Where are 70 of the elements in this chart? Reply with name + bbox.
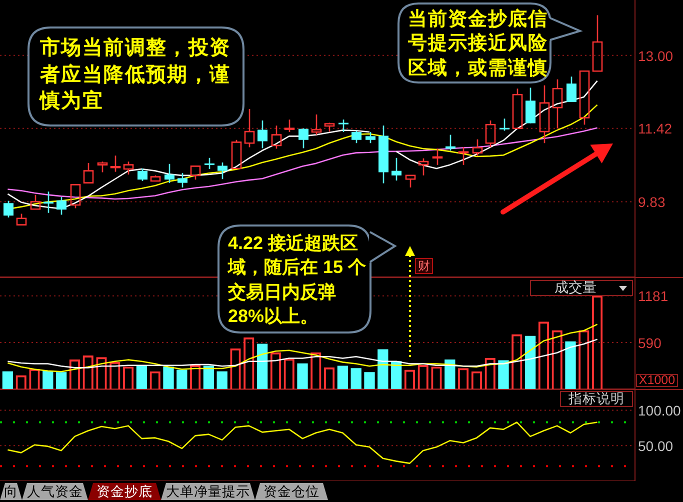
candlestick xyxy=(218,162,228,180)
bar xyxy=(216,371,228,389)
candlestick xyxy=(271,124,282,150)
bar xyxy=(136,366,148,389)
candlestick xyxy=(592,14,603,72)
y-tick-label: 9.83 xyxy=(638,194,666,210)
candlestick xyxy=(500,118,510,132)
candlestick xyxy=(472,138,483,156)
y-tick-label: 13.00 xyxy=(638,48,674,64)
bar xyxy=(350,368,362,389)
candlestick xyxy=(138,168,148,182)
candlestick xyxy=(338,118,348,133)
candlestick xyxy=(56,196,66,216)
bar xyxy=(163,366,174,389)
candlestick xyxy=(110,154,121,172)
candlestick xyxy=(526,87,536,124)
annotation: 指标说明 xyxy=(568,391,624,406)
candlestick xyxy=(311,114,322,136)
tab[interactable]: 大单净量提示 xyxy=(161,483,255,500)
candlestick xyxy=(44,190,54,214)
y-tick-label: 11.42 xyxy=(638,120,672,137)
candlestick xyxy=(4,200,14,218)
bar xyxy=(203,366,214,389)
candlestick xyxy=(432,148,443,166)
candlestick xyxy=(552,78,563,129)
candlestick xyxy=(566,76,576,103)
bar xyxy=(2,371,14,389)
candlestick xyxy=(352,130,362,144)
annotation: 财 xyxy=(415,258,433,274)
annotation: 4.22 接近超跌区域，随后在 15 个交易日内反弹28%以上。 xyxy=(228,232,368,328)
bar xyxy=(524,336,536,389)
y-tick-label: 100.00 xyxy=(638,402,682,419)
candlestick xyxy=(392,157,402,182)
candlestick xyxy=(258,120,268,149)
button[interactable]: 指标说明 xyxy=(560,391,633,407)
annotation: 市场当前调整，投资者应当降低预期，谨慎为宜 xyxy=(40,36,232,114)
bar xyxy=(498,360,509,389)
bar xyxy=(42,370,54,389)
bar xyxy=(337,366,348,389)
bar xyxy=(444,359,456,389)
candlestick xyxy=(284,118,295,133)
tab[interactable]: 人气资金 xyxy=(22,483,88,500)
bar xyxy=(176,370,188,389)
candlestick xyxy=(298,128,308,149)
candlestick xyxy=(366,131,376,144)
chart-title: 成交量 xyxy=(554,279,596,297)
candlestick xyxy=(539,84,550,144)
y-axis-title: X1000 xyxy=(638,373,676,388)
y-tick-label: 1181 xyxy=(638,288,668,304)
tab[interactable]: 资金仓位 xyxy=(255,483,328,500)
label-box: X1000 xyxy=(636,374,678,387)
tab[interactable]: 向 xyxy=(0,483,22,500)
bar xyxy=(297,363,308,389)
bar xyxy=(390,361,402,389)
bar xyxy=(364,372,375,389)
candlestick xyxy=(458,146,469,166)
dropdown[interactable]: 成交量 xyxy=(530,280,633,296)
tab[interactable]: 资金抄底 xyxy=(88,483,161,500)
bar xyxy=(56,372,67,389)
bar xyxy=(256,344,268,389)
candlestick xyxy=(164,163,174,184)
candlestick xyxy=(178,172,188,188)
y-tick-label: 50.00 xyxy=(638,438,674,454)
candlestick xyxy=(244,108,255,148)
bar xyxy=(378,349,388,389)
y-tick-label: 590 xyxy=(638,334,662,351)
annotation: 当前资金抄底信号提示接近风险区域，或需谨慎 xyxy=(408,8,549,80)
bar xyxy=(565,341,576,389)
candlestick xyxy=(418,158,429,176)
candlestick xyxy=(204,157,214,170)
